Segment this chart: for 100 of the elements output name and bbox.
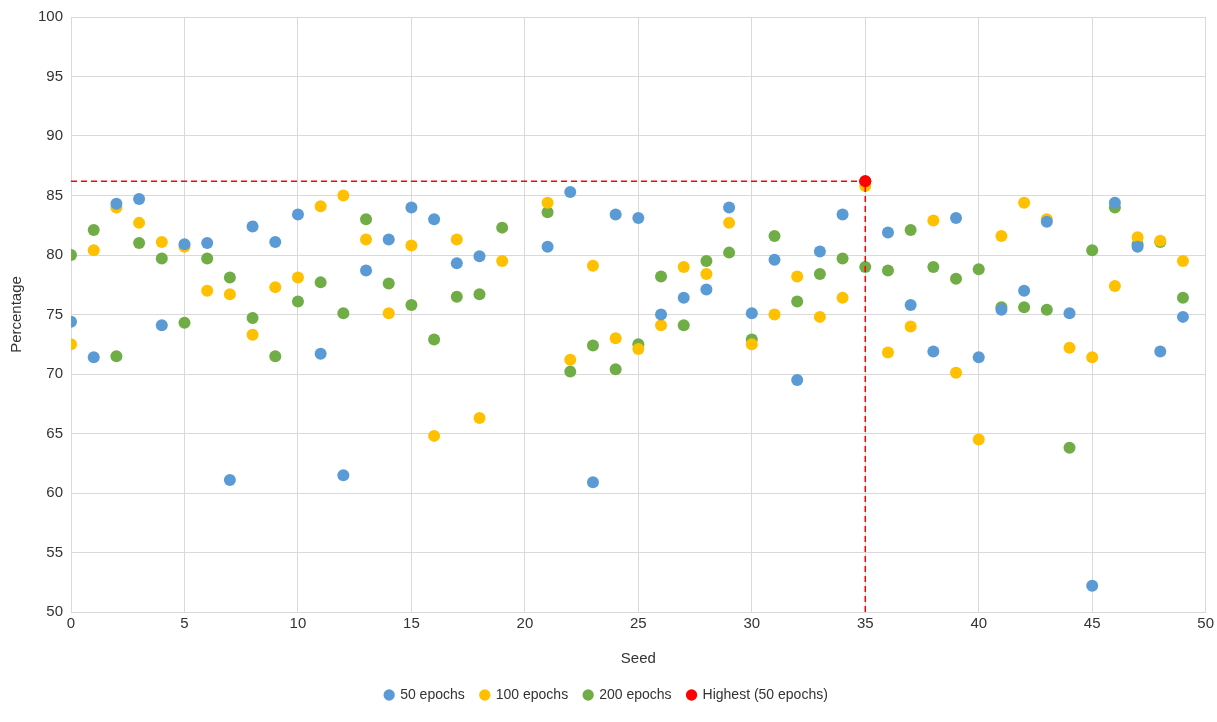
point [201,237,214,250]
point [1063,307,1076,320]
point [246,312,259,325]
point [881,346,894,359]
point [904,298,917,311]
point [950,212,963,225]
point [836,208,849,221]
point [473,250,486,263]
point [927,260,940,273]
point [881,226,894,239]
point [1108,279,1121,292]
point [859,260,872,273]
point [836,252,849,265]
point [791,295,804,308]
y-axis-title: Percentage [7,276,25,353]
point [723,246,736,259]
x-tick-label: 40 [970,614,988,632]
point [723,216,736,229]
point [927,345,940,358]
point [291,295,304,308]
point [927,214,940,227]
point [791,373,804,386]
point [700,268,713,281]
x-axis-title: Seed [620,649,656,667]
point [723,201,736,214]
point [564,185,577,198]
x-tick-label: 15 [403,614,420,632]
point [1176,254,1189,267]
point [178,316,191,329]
point [632,212,645,225]
point [133,216,146,229]
point [609,208,622,221]
point [881,264,894,277]
point [201,284,214,297]
y-tick-label: 80 [46,245,64,263]
point [700,283,713,296]
point [609,332,622,345]
point [1176,310,1189,323]
point [813,268,826,281]
point [110,197,123,210]
point [473,288,486,301]
point [87,351,100,364]
point [428,333,441,346]
point [337,307,350,320]
x-tick-label: 10 [289,614,307,632]
point [564,353,577,366]
point [972,263,985,276]
point [1176,291,1189,304]
point [791,270,804,283]
point [655,270,668,283]
point [450,257,463,270]
point [768,308,781,321]
point [87,244,100,257]
x-tick-label: 25 [630,614,647,632]
point [223,473,236,486]
point [314,347,327,360]
point [904,320,917,333]
point [1063,341,1076,354]
point [677,291,690,304]
point [291,208,304,221]
y-tick-label: 100 [38,7,64,25]
y-tick-label: 55 [46,542,64,560]
point [269,235,282,248]
point [586,476,599,489]
point [314,200,327,213]
x-tick-label: 45 [1083,614,1101,632]
x-tick-label: 0 [66,614,76,632]
point [950,366,963,379]
legend-label: 200 epochs [599,685,672,702]
point [269,350,282,363]
point [405,239,418,252]
point [1040,303,1053,316]
point [541,240,554,253]
y-tick-label: 70 [46,364,64,382]
x-tick-label: 20 [516,614,534,632]
y-tick-label: 95 [46,66,64,84]
y-tick-label: 65 [46,423,64,441]
point [450,233,463,246]
point [337,469,350,482]
point [133,237,146,250]
point [110,350,123,363]
point [677,260,690,273]
legend-label: Highest (50 epochs) [702,685,828,702]
point [1018,301,1031,314]
point [1063,441,1076,454]
point [450,290,463,303]
y-tick-label: 60 [46,483,64,501]
point [496,221,509,234]
x-tick-label: 50 [1197,614,1214,632]
point [223,271,236,284]
point [223,288,236,301]
point [155,235,168,248]
point [382,307,395,320]
point [859,175,872,188]
point [632,343,645,356]
point [246,220,259,233]
point [1086,579,1099,592]
point [677,319,690,332]
point [87,224,100,237]
point [360,233,373,246]
